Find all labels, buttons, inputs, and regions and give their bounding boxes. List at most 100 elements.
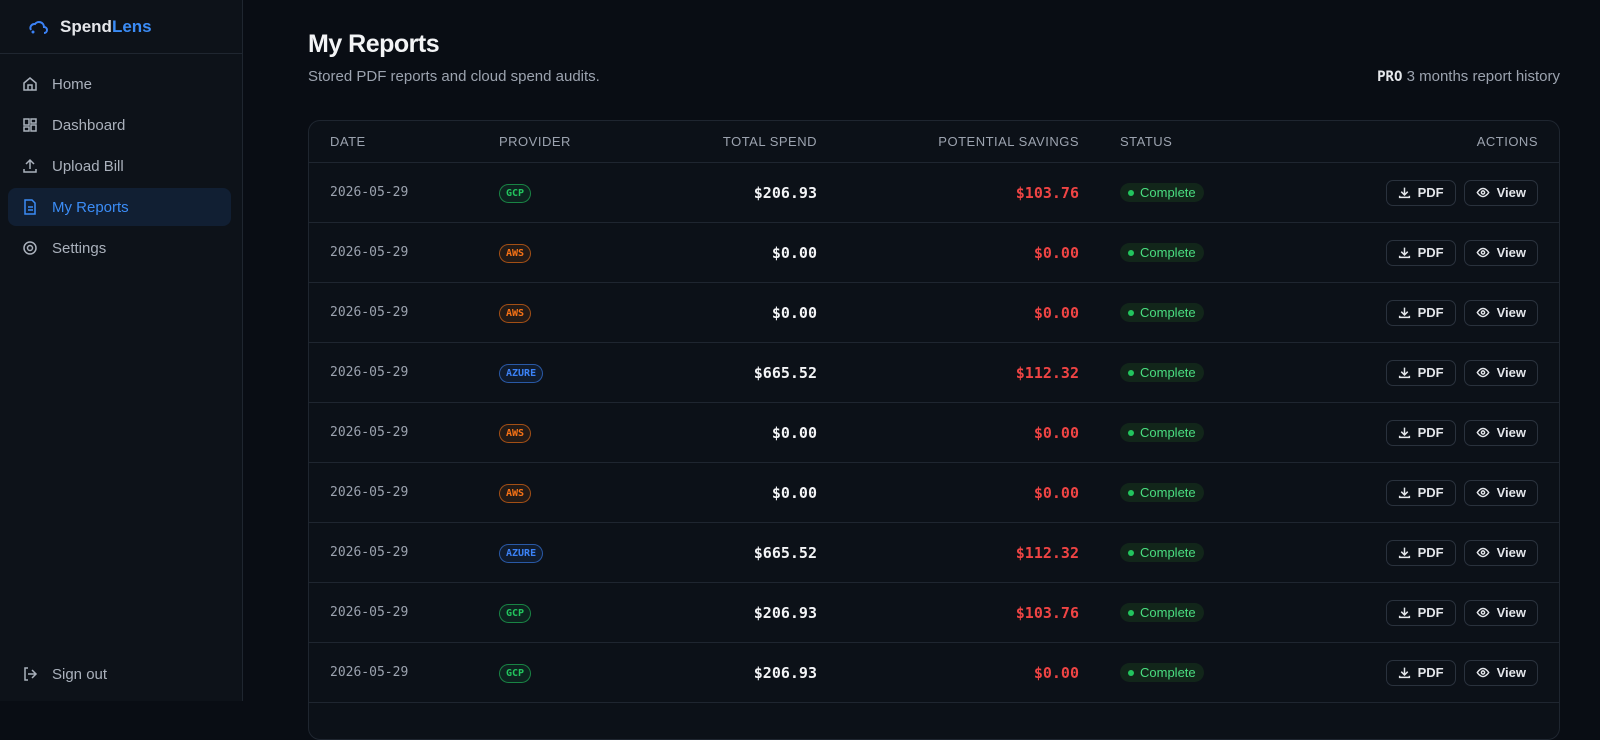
actions: PDF View [1329,599,1538,626]
date: 2026-05-29 [330,305,409,320]
provider-badge: AZURE [499,363,544,383]
view-button[interactable]: View [1463,659,1538,686]
pdf-button[interactable]: PDF [1385,299,1456,326]
total-spend: $206.93 [753,603,817,622]
table-row: 2026-05-29 GCP $206.93 $103.76 Complete PDF Vi… [309,583,1559,643]
status-cell: Complete [1079,303,1329,323]
sign-out-label: Sign out [52,665,108,683]
total-spend: $0.00 [771,423,817,442]
pdf-button[interactable]: PDF [1385,239,1456,266]
view-button[interactable]: View [1463,299,1538,326]
provider-badge: AZURE [499,543,544,563]
nav-label: My Reports [52,198,129,216]
status-cell: Complete [1079,363,1329,383]
nav-item[interactable]: Dashboard [8,106,231,144]
plan-badge: PRO [1377,69,1403,85]
body: Spend Lens Home Dashboard Upload Bill My Rep… [0,0,1560,740]
view-label: View [1496,605,1526,620]
pdf-button[interactable]: PDF [1385,179,1456,206]
pdf-button[interactable]: PDF [1385,479,1456,506]
pdf-button[interactable]: PDF [1385,659,1456,686]
nav-item[interactable]: Home [8,65,231,103]
date: 2026-05-29 [330,425,409,440]
status-cell: Complete [1079,423,1329,443]
pdf-button[interactable]: PDF [1385,539,1456,566]
nav-item[interactable]: Upload Bill [8,147,231,185]
pdf-button[interactable]: PDF [1385,359,1456,386]
view-button[interactable]: View [1463,359,1538,386]
potential-savings: $112.32 [1015,363,1079,382]
pdf-label: PDF [1417,545,1444,560]
status-label: Complete [1140,425,1196,441]
view-button[interactable]: View [1463,239,1538,266]
view-button[interactable]: View [1463,479,1538,506]
status-label: Complete [1140,305,1196,321]
status-label: Complete [1140,365,1196,381]
nav-item[interactable]: Settings [8,229,231,267]
total-spend: $0.00 [771,303,817,322]
view-label: View [1496,665,1526,680]
table-row: 2026-05-29 AZURE $665.52 $112.32 Complete PDF… [309,523,1559,583]
total-spend: $206.93 [753,183,817,202]
provider-badge: GCP [499,183,532,203]
icon [1476,367,1490,378]
provider-cell: AZURE [499,363,659,383]
actions: PDF View [1329,359,1538,386]
view-label: View [1496,365,1526,380]
status-badge: Complete [1120,483,1204,503]
table-header: DATE PROVIDER TOTAL SPEND POTENTIAL SAVINGS… [309,121,1559,163]
potential-savings: $0.00 [1033,243,1079,262]
nav-item[interactable]: My Reports [8,188,231,226]
plan-info: PRO 3 months report history [1377,68,1560,85]
potential-savings: $0.00 [1033,423,1079,442]
icon [1476,307,1490,318]
nav-label: Settings [52,239,107,257]
icon [1398,547,1410,559]
pdf-label: PDF [1417,305,1444,320]
icon [1398,667,1410,679]
pdf-label: PDF [1417,365,1444,380]
nav-label: Dashboard [52,116,126,134]
table-row: 2026-05-29 AWS $0.00 $0.00 Complete PDF View [309,283,1559,343]
potential-savings: $103.76 [1015,603,1079,622]
status-dot [1128,549,1134,556]
sign-out[interactable]: Sign out [8,655,231,693]
status-dot [1128,609,1134,616]
sidebar: Spend Lens Home Dashboard Upload Bill My Rep… [0,0,243,701]
brand[interactable]: Spend Lens [0,0,242,54]
provider-cell: AWS [499,483,659,503]
table-row: 2026-05-29 AWS $0.00 $0.00 Complete PDF View [309,223,1559,283]
icon [1476,607,1490,618]
icon [1398,607,1410,619]
view-label: View [1496,245,1526,260]
actions: PDF View [1329,179,1538,206]
actions: PDF View [1329,659,1538,686]
view-button[interactable]: View [1463,179,1538,206]
view-button[interactable]: View [1463,539,1538,566]
icon [1398,307,1410,319]
icon [1398,247,1410,259]
provider-badge: GCP [499,663,532,683]
view-button[interactable]: View [1463,599,1538,626]
pdf-label: PDF [1417,185,1444,200]
pdf-button[interactable]: PDF [1385,419,1456,446]
provider-badge: AWS [499,303,532,323]
view-label: View [1496,305,1526,320]
column-header: ACTIONS [1476,134,1538,149]
status-label: Complete [1140,245,1196,261]
icon [23,118,37,132]
view-label: View [1496,185,1526,200]
view-button[interactable]: View [1463,419,1538,446]
status-dot [1128,309,1134,316]
pdf-button[interactable]: PDF [1385,599,1456,626]
icon [1476,547,1490,558]
pdf-label: PDF [1417,485,1444,500]
actions: PDF View [1329,239,1538,266]
view-label: View [1496,485,1526,500]
table-row: 2026-05-29 GCP $206.93 $103.76 Complete PDF Vi… [309,163,1559,223]
icon [1476,667,1490,678]
status-label: Complete [1140,605,1196,621]
reports-table: DATE PROVIDER TOTAL SPEND POTENTIAL SAVINGS… [308,120,1560,740]
provider-cell: GCP [499,603,659,623]
